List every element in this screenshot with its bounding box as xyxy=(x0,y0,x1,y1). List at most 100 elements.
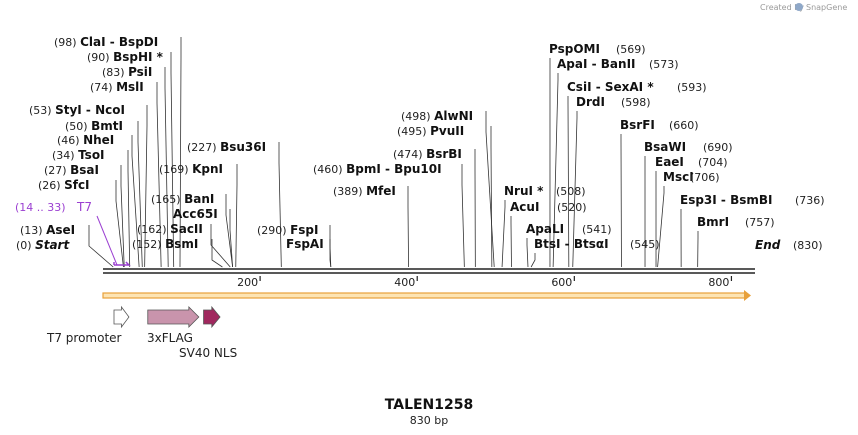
ruler-ticks: 200 400 600 800 xyxy=(237,276,733,289)
feature-sv40-nls[interactable]: SV40 NLS xyxy=(179,305,237,360)
cut-site-leaders xyxy=(88,37,699,268)
cut-site-label: (83) PsiI xyxy=(102,65,152,79)
ruler-tick-label: 400 xyxy=(394,276,415,289)
cut-site-clai[interactable]: (98) ClaI - BspDI xyxy=(54,35,158,49)
cut-site-bsphi[interactable]: (90) BspHI * xyxy=(87,50,164,64)
cut-site-leader xyxy=(120,165,125,268)
cut-site-position: (569) xyxy=(616,43,646,56)
cut-site-alwni[interactable]: (498) AlwNI xyxy=(401,109,473,123)
cut-site-bmti[interactable]: (50) BmtI xyxy=(65,119,123,133)
enzyme-name: SacII xyxy=(170,222,203,236)
cut-site-position: (757) xyxy=(745,216,775,229)
cut-site-eaei[interactable]: EaeI (704) xyxy=(655,155,728,169)
cut-site-leader xyxy=(407,186,409,268)
cut-site-kpni[interactable]: (169) KpnI xyxy=(159,162,223,176)
cut-site-position: (227) xyxy=(187,141,220,154)
cut-site-label: (46) NheI xyxy=(57,133,114,147)
enzyme-name: AseI xyxy=(46,223,75,237)
cut-site-nrui[interactable]: NruI * (508) xyxy=(504,184,586,198)
enzyme-name: KpnI xyxy=(192,162,223,176)
primer-t7[interactable]: (14 .. 33) T7 xyxy=(15,200,131,266)
cut-site-asei[interactable]: (13) AseI xyxy=(20,223,75,237)
cut-site-start[interactable]: (0) Start xyxy=(16,238,70,252)
cut-site-apai[interactable]: ApaI - BanII (573) xyxy=(557,57,679,71)
cut-site-apali[interactable]: ApaLI (541) xyxy=(526,222,612,236)
credit-text: Created by xyxy=(760,3,804,12)
enzyme-isoschizomer: - Bpu10I xyxy=(381,162,442,176)
cut-site-acc65i[interactable]: Acc65I xyxy=(173,207,218,221)
feature-arrow-icon xyxy=(203,305,221,329)
cut-site-label: NruI * xyxy=(504,184,544,198)
feature-label: SV40 NLS xyxy=(179,346,237,360)
cut-site-position: (83) xyxy=(102,66,128,79)
cut-site-label: (34) TsoI xyxy=(52,148,105,162)
cut-site-leader xyxy=(137,121,143,268)
cut-site-sfci[interactable]: (26) SfcI xyxy=(38,178,90,192)
cut-site-leader xyxy=(530,253,536,268)
cut-site-psii[interactable]: (83) PsiI xyxy=(102,65,152,79)
cut-site-acui[interactable]: AcuI (520) xyxy=(510,200,587,214)
cut-site-position: (573) xyxy=(649,58,679,71)
cut-site-bmri[interactable]: BmrI (757) xyxy=(697,215,775,229)
cut-site-btsi[interactable]: BtsI - BtsαI (545) xyxy=(534,237,660,251)
cut-site-label: Acc65I xyxy=(173,207,218,221)
cut-site-styi[interactable]: (53) StyI - NcoI xyxy=(29,103,125,117)
cut-site-bpmi[interactable]: (460) BpmI - Bpu10I xyxy=(313,162,442,176)
enzyme-isoschizomer: - BspDI xyxy=(106,35,159,49)
cut-site-leader xyxy=(329,239,332,268)
cut-site-position: (46) xyxy=(57,134,83,147)
primer-name: T7 xyxy=(76,200,92,214)
enzyme-name: BtsI xyxy=(534,237,561,251)
cut-site-label: BsrFI xyxy=(620,118,655,132)
cut-site-position: (830) xyxy=(793,239,823,252)
cut-site-bsai[interactable]: (27) BsaI xyxy=(44,163,99,177)
cut-site-position: (74) xyxy=(90,81,116,94)
cut-site-tsoi[interactable]: (34) TsoI xyxy=(52,148,105,162)
enzyme-name: FspI xyxy=(290,223,318,237)
orf-band[interactable] xyxy=(102,290,751,301)
cut-site-label: BmrI xyxy=(697,215,729,229)
cut-site-position: (53) xyxy=(29,104,55,117)
cut-site-bani[interactable]: (165) BanI xyxy=(151,192,214,206)
enzyme-name: BspHI * xyxy=(113,50,164,64)
cut-site-bsrfi[interactable]: BsrFI (660) xyxy=(620,118,699,132)
primer-leader xyxy=(96,215,118,266)
enzyme-name: AcuI xyxy=(510,200,539,214)
enzyme-name: NruI * xyxy=(504,184,544,198)
feature-label: T7 promoter xyxy=(46,331,122,345)
cut-site-msli[interactable]: (74) MslI xyxy=(90,80,144,94)
cut-site-fspi[interactable]: (290) FspI xyxy=(257,223,318,237)
cut-site-nhei[interactable]: (46) NheI xyxy=(57,133,114,147)
cut-site-csii[interactable]: CsiI - SexAI * (593) xyxy=(567,80,707,94)
cut-site-bsmi[interactable]: (152) BsmI xyxy=(132,237,198,251)
cut-site-label: (389) MfeI xyxy=(333,184,396,198)
enzyme-name: AlwNI xyxy=(434,109,473,123)
cut-site-fspai[interactable]: FspAI xyxy=(286,237,324,251)
feature-t7-promoter[interactable]: T7 promoter xyxy=(46,305,130,345)
enzyme-name: FspAI xyxy=(286,237,324,251)
cut-site-label: (50) BmtI xyxy=(65,119,123,133)
cut-site-drdi[interactable]: DrdI (598) xyxy=(576,95,651,109)
enzyme-name: CsiI xyxy=(567,80,592,94)
cut-site-label: (98) ClaI - BspDI xyxy=(54,35,158,49)
cut-site-bsu36i[interactable]: (227) Bsu36I xyxy=(187,140,266,154)
cut-site-pspomi[interactable]: PspOMI (569) xyxy=(549,42,646,56)
enzyme-name: StyI xyxy=(55,103,82,117)
cut-site-leader xyxy=(229,209,234,268)
cut-site-msci[interactable]: MscI(706) xyxy=(663,170,720,184)
cut-site-pvuii[interactable]: (495) PvuII xyxy=(397,124,464,138)
cut-site-position: (50) xyxy=(65,120,91,133)
cut-site-leader xyxy=(225,194,234,268)
cut-site-label: ApaI - BanII xyxy=(557,57,636,71)
feature-3xflag[interactable]: 3xFLAG xyxy=(147,306,200,345)
cut-site-sacii[interactable]: (162) SacII xyxy=(137,222,203,236)
cut-site-label: (13) AseI xyxy=(20,223,75,237)
cut-site-label: PspOMI xyxy=(549,42,600,56)
cut-site-end[interactable]: End (830) xyxy=(755,238,823,252)
cut-site-esp3i[interactable]: Esp3I - BsmBI (736) xyxy=(680,193,825,207)
cut-site-bsawi[interactable]: BsaWI (690) xyxy=(644,140,733,154)
enzyme-name: BsmI xyxy=(165,237,198,251)
cut-site-mfei[interactable]: (389) MfeI xyxy=(333,184,396,198)
cut-site-position: (290) xyxy=(257,224,290,237)
cut-site-bsrbi[interactable]: (474) BsrBI xyxy=(393,147,462,161)
